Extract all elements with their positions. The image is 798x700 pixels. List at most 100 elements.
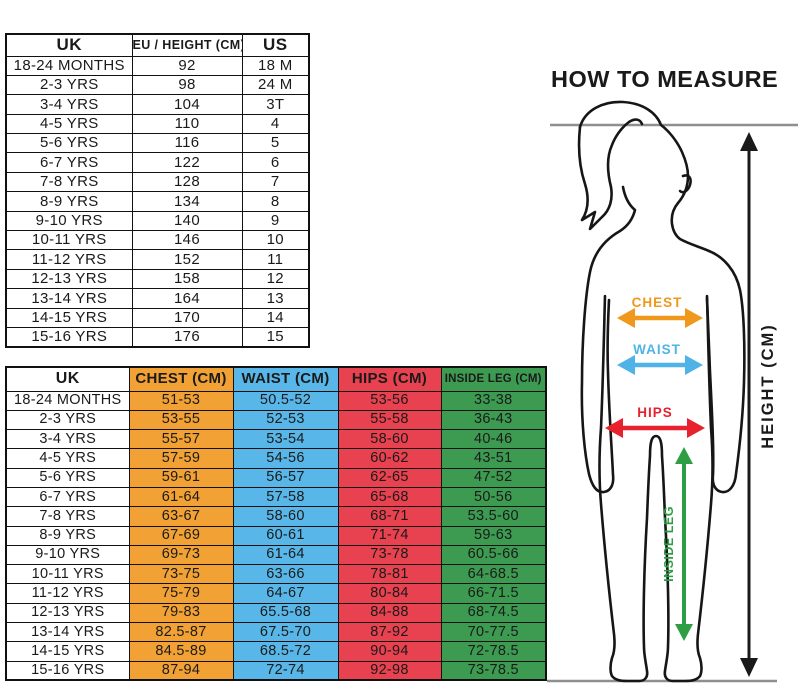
table-row: 8-9 YRS 134 8 (5, 191, 310, 212)
row-header-cell: 15-16 YRS (5, 660, 130, 681)
chest-arrow (617, 308, 703, 328)
row-header-cell: 15-16 YRS (5, 326, 133, 348)
table-cell: 82.5-87 (128, 622, 234, 643)
table-cell: 62-65 (337, 467, 442, 488)
row-header-cell: 8-9 YRS (5, 191, 133, 212)
table-cell: 65.5-68 (232, 602, 339, 624)
table-cell: 24 M (241, 74, 310, 96)
table-cell: 98 (131, 74, 243, 96)
table-cell: 152 (131, 249, 243, 270)
figure-ear (678, 174, 692, 194)
row-header-cell: 14-15 YRS (5, 641, 130, 662)
table-row: 8-9 YRS 67-69 60-61 71-74 59-63 (5, 525, 547, 546)
table-cell: 51-53 (128, 390, 234, 411)
row-header-cell: 5-6 YRS (5, 467, 130, 488)
table-row: 6-7 YRS 61-64 57-58 65-68 50-56 (5, 486, 547, 508)
table-row: 6-7 YRS 122 6 (5, 152, 310, 173)
inside-leg-label: INSIDE LEG (662, 506, 676, 582)
table-cell: 43-51 (440, 448, 547, 469)
row-header-cell: 10-11 YRS (5, 230, 133, 251)
table-cell: 140 (131, 210, 243, 232)
table-cell: 80-84 (337, 583, 442, 604)
table-row: 15-16 YRS 176 15 (5, 326, 310, 348)
table-cell: 71-74 (337, 525, 442, 546)
table-row: 11-12 YRS 152 11 (5, 249, 310, 270)
age-size-table: UK EU / HEIGHT (CM) US 18-24 MONTHS 92 18 … (5, 33, 310, 348)
table-cell: 63-67 (128, 506, 234, 527)
table-cell: 70-77.5 (440, 622, 547, 643)
table-cell: 72-78.5 (440, 641, 547, 662)
table-cell: 60.5-66 (440, 544, 547, 566)
table-cell: 58-60 (232, 506, 339, 527)
table-row: 18-24 MONTHS 51-53 50.5-52 53-56 33-38 (5, 390, 547, 411)
table-row: 18-24 MONTHS 92 18 M (5, 55, 310, 76)
table-cell: 116 (131, 133, 243, 154)
table-body: 18-24 MONTHS 92 18 M 2-3 YRS 98 24 M 3-4 YRS 10… (5, 55, 310, 348)
table-cell: 87-92 (337, 622, 442, 643)
table-row: 3-4 YRS 55-57 53-54 58-60 40-46 (5, 429, 547, 450)
row-header-cell: 12-13 YRS (5, 268, 133, 290)
row-header-cell: 14-15 YRS (5, 307, 133, 328)
table-cell: 84.5-89 (128, 641, 234, 662)
column-header-eu-height: EU / HEIGHT (CM) (131, 33, 243, 57)
row-header-cell: 18-24 MONTHS (5, 390, 130, 411)
table-cell: 92 (131, 55, 243, 76)
table-cell: 170 (131, 307, 243, 328)
figure-ponytail (577, 118, 644, 231)
table-row: 9-10 YRS 140 9 (5, 210, 310, 232)
table-cell: 53-54 (232, 429, 339, 450)
row-header-cell: 4-5 YRS (5, 113, 133, 135)
inside-leg-arrow (675, 447, 693, 641)
row-header-cell: 18-24 MONTHS (5, 55, 133, 76)
table-cell: 84-88 (337, 602, 442, 624)
table-row: 3-4 YRS 104 3T (5, 94, 310, 115)
table-cell: 55-57 (128, 429, 234, 450)
table-cell: 79-83 (128, 602, 234, 624)
table-cell: 68-71 (337, 506, 442, 527)
waist-label: WAIST (633, 342, 681, 357)
table-cell: 12 (241, 268, 310, 290)
column-header-uk: UK (5, 33, 133, 57)
row-header-cell: 9-10 YRS (5, 210, 133, 232)
table-cell: 13 (241, 288, 310, 309)
row-header-cell: 7-8 YRS (5, 506, 130, 527)
table-cell: 33-38 (440, 390, 547, 411)
table-cell: 73-78.5 (440, 660, 547, 681)
column-header-us: US (241, 33, 310, 57)
table-cell: 47-52 (440, 467, 547, 488)
table-cell: 53-56 (337, 390, 442, 411)
table-cell: 66-71.5 (440, 583, 547, 604)
table-cell: 128 (131, 171, 243, 193)
table-body: 18-24 MONTHS 51-53 50.5-52 53-56 33-38 2-3 YR… (5, 390, 547, 681)
column-header-waist: WAIST (CM) (232, 366, 339, 392)
child-silhouette (577, 100, 746, 683)
table-cell: 65-68 (337, 486, 442, 508)
table-row: 12-13 YRS 158 12 (5, 268, 310, 290)
table-cell: 10 (241, 230, 310, 251)
table-row: 10-11 YRS 73-75 63-66 78-81 64-68.5 (5, 564, 547, 585)
table-cell: 122 (131, 152, 243, 173)
row-header-cell: 2-3 YRS (5, 409, 130, 431)
row-header-cell: 3-4 YRS (5, 94, 133, 115)
row-header-cell: 6-7 YRS (5, 486, 130, 508)
table-cell: 52-53 (232, 409, 339, 431)
row-header-cell: 8-9 YRS (5, 525, 130, 546)
column-header-chest: CHEST (CM) (128, 366, 234, 392)
table-row: 7-8 YRS 63-67 58-60 68-71 53.5-60 (5, 506, 547, 527)
column-header-hips: HIPS (CM) (337, 366, 442, 392)
table-row: 14-15 YRS 170 14 (5, 307, 310, 328)
table-row: 4-5 YRS 110 4 (5, 113, 310, 135)
table-header: UK CHEST (CM) WAIST (CM) HIPS (CM) INSID… (5, 366, 547, 392)
table-cell: 50-56 (440, 486, 547, 508)
row-header-cell: 5-6 YRS (5, 133, 133, 154)
table-cell: 158 (131, 268, 243, 290)
table-header: UK EU / HEIGHT (CM) US (5, 33, 310, 57)
table-cell: 36-43 (440, 409, 547, 431)
table-cell: 8 (241, 191, 310, 212)
row-header-cell: 13-14 YRS (5, 622, 130, 643)
table-cell: 73-78 (337, 544, 442, 566)
table-cell: 53-55 (128, 409, 234, 431)
header-row: UK CHEST (CM) WAIST (CM) HIPS (CM) INSID… (5, 366, 547, 392)
table-row: 7-8 YRS 128 7 (5, 171, 310, 193)
header-row: UK EU / HEIGHT (CM) US (5, 33, 310, 57)
